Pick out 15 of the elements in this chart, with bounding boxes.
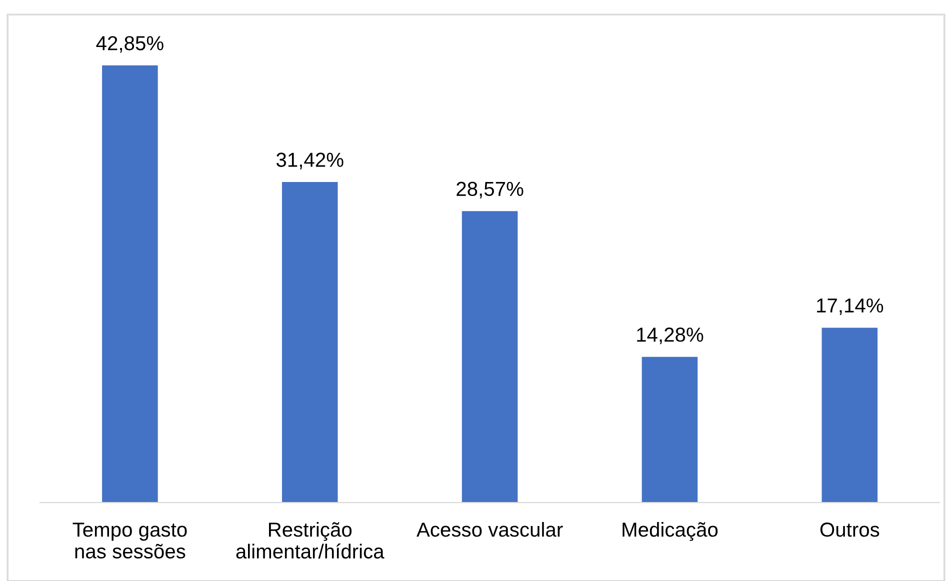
data-label: 42,85% [96, 36, 164, 53]
x-tick-label: Acesso vascular [416, 522, 563, 537]
data-label: 17,14% [817, 298, 884, 315]
bar [102, 65, 158, 503]
data-label: 14,28% [637, 328, 704, 344]
bar [462, 211, 518, 503]
bar [282, 182, 338, 503]
x-tick-label: Restrição alimentar/hídrica [236, 522, 384, 559]
data-label: 31,42% [276, 152, 344, 170]
data-label: 28,57% [456, 182, 524, 198]
x-tick-label: Tempo gasto nas sessões [72, 522, 187, 558]
x-tick-label: Medicação [622, 522, 718, 541]
bar [642, 356, 698, 503]
x-tick-label: Outros [820, 522, 880, 537]
bar [822, 328, 878, 503]
